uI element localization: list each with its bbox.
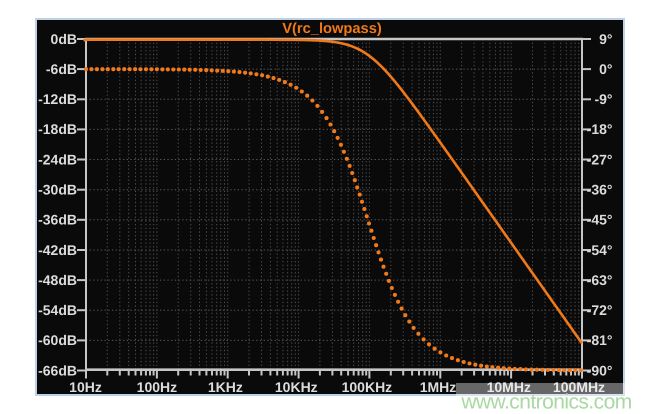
svg-text:100Hz: 100Hz [137, 379, 177, 395]
svg-text:V(rc_lowpass): V(rc_lowpass) [282, 21, 382, 37]
svg-text:-45°: -45° [587, 212, 613, 228]
svg-text:-18°: -18° [587, 121, 613, 137]
svg-text:-12dB: -12dB [38, 91, 77, 107]
svg-text:9°: 9° [599, 31, 612, 47]
svg-text:-54dB: -54dB [38, 302, 77, 318]
svg-text:-72°: -72° [587, 302, 613, 318]
svg-text:10KHz: 10KHz [275, 379, 318, 395]
svg-text:-54°: -54° [587, 242, 613, 258]
svg-text:10Hz: 10Hz [69, 379, 102, 395]
svg-text:100MHz: 100MHz [553, 379, 605, 395]
svg-text:-48dB: -48dB [38, 272, 77, 288]
svg-text:www.cntronics.com: www.cntronics.com [460, 391, 631, 414]
svg-text:-9°: -9° [594, 91, 612, 107]
svg-text:-24dB: -24dB [38, 151, 77, 167]
svg-text:-66dB: -66dB [38, 362, 77, 378]
svg-text:-63°: -63° [587, 272, 613, 288]
svg-text:1KHz: 1KHz [208, 379, 243, 395]
svg-text:1MHz: 1MHz [420, 379, 457, 395]
svg-text:-60dB: -60dB [38, 332, 77, 348]
svg-text:10MHz: 10MHz [487, 379, 531, 395]
svg-text:-90°: -90° [587, 362, 613, 378]
svg-text:-18dB: -18dB [38, 121, 77, 137]
svg-text:0dB: 0dB [51, 31, 77, 47]
svg-text:-36°: -36° [587, 182, 613, 198]
svg-text:-36dB: -36dB [38, 212, 77, 228]
svg-text:100KHz: 100KHz [342, 379, 393, 395]
svg-text:-6dB: -6dB [46, 61, 77, 77]
svg-text:-30dB: -30dB [38, 182, 77, 198]
svg-text:-27°: -27° [587, 151, 613, 167]
svg-text:-42dB: -42dB [38, 242, 77, 258]
svg-text:-81°: -81° [587, 332, 613, 348]
svg-text:0°: 0° [599, 61, 612, 77]
